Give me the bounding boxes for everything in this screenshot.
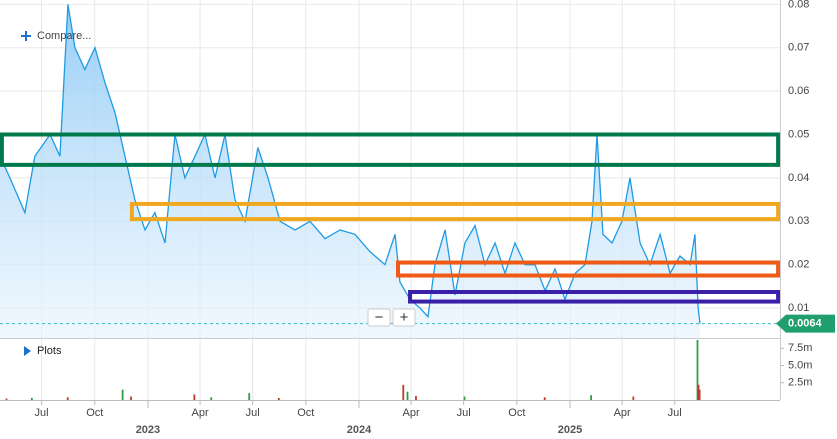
volume-bar (415, 395, 417, 400)
volume-bar (402, 384, 405, 400)
x-year-label: 2025 (558, 424, 582, 436)
x-tick-label: Apr (403, 407, 420, 419)
plots-label[interactable]: Plots (37, 345, 62, 357)
x-tick-label: Oct (86, 407, 103, 419)
volume-bar (5, 398, 8, 400)
compare-label[interactable]: Compare... (37, 30, 91, 42)
y-tick-label: 0.07 (788, 42, 809, 54)
y-tick-label: 2.5m (788, 377, 812, 389)
zoom-out-button[interactable] (367, 308, 391, 327)
zoom-in-button[interactable] (392, 308, 416, 327)
volume-bar (632, 396, 635, 400)
y-tick-label: 0.05 (788, 128, 809, 140)
volume-bar (698, 389, 701, 400)
x-tick-label: Apr (614, 407, 631, 419)
volume-bar (590, 395, 593, 400)
x-year-label: 2024 (347, 424, 372, 436)
volume-bar (130, 396, 132, 400)
x-tick-label: Jul (35, 407, 49, 419)
x-tick-label: Jul (246, 407, 260, 419)
price-line (0, 4, 701, 324)
volume-bar (30, 397, 33, 400)
y-tick-label: 0.06 (788, 85, 809, 97)
volume-bar (463, 396, 466, 400)
x-tick-label: Oct (297, 407, 314, 419)
y-tick-label: 5.0m (788, 359, 812, 371)
x-tick-label: Apr (192, 407, 209, 419)
y-tick-label: 7.5m (788, 342, 812, 354)
y-tick-label: 0.02 (788, 259, 809, 271)
compare-button[interactable]: Compare... (21, 30, 91, 42)
x-tick-label: Oct (508, 407, 525, 419)
y-tick-label: 0.08 (788, 0, 809, 10)
plots-toggle[interactable]: Plots (24, 345, 62, 357)
expand-icon (24, 346, 31, 356)
price-zone (396, 260, 781, 278)
zoom-in-label[interactable]: + (400, 309, 409, 326)
price-zone (408, 290, 781, 304)
volume-bar (248, 393, 251, 400)
y-tick-label: 0.01 (788, 302, 809, 314)
y-tick-label: 0.03 (788, 215, 809, 227)
price-area (0, 4, 701, 339)
y-tick-label: 0.04 (788, 172, 809, 184)
volume-bar (121, 389, 124, 400)
volume-bar (406, 391, 409, 400)
price-zone (129, 201, 781, 222)
volume-bar (210, 397, 213, 400)
volume-bar (697, 384, 700, 400)
volume-bar (277, 397, 280, 400)
last-price-label: 0.0064 (788, 318, 823, 330)
x-tick-label: Jul (457, 407, 471, 419)
volume-bar (66, 397, 69, 400)
x-year-label: 2023 (136, 424, 160, 436)
last-price-tag (776, 314, 835, 333)
price-zone (0, 132, 781, 167)
x-tick-label: Jul (668, 407, 682, 419)
zoom-out-label[interactable]: − (375, 309, 384, 326)
volume-bar (193, 394, 196, 400)
volume-bar (543, 397, 546, 400)
zoom-controls: − + (367, 308, 416, 327)
volume-bar (696, 340, 699, 400)
